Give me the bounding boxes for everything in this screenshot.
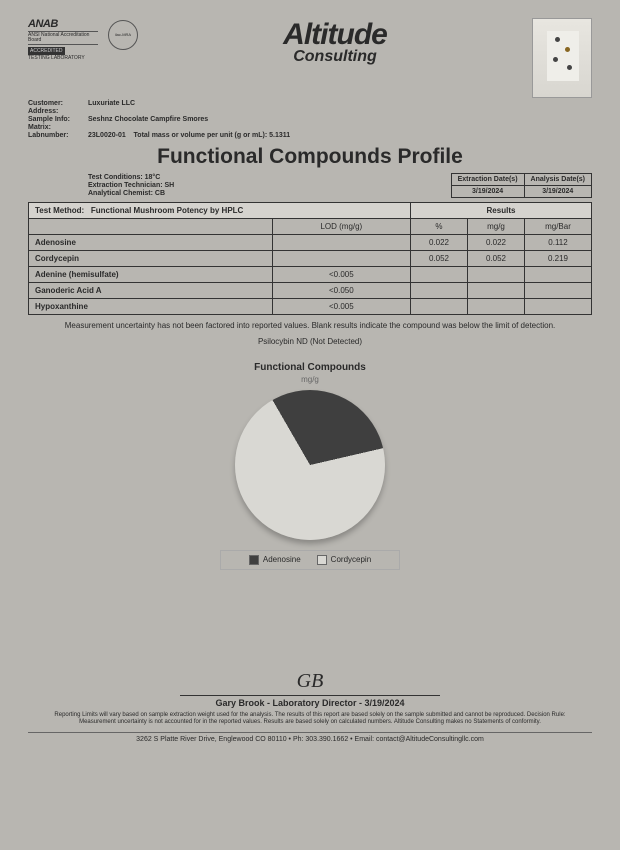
ana-date: 3/19/2024 (524, 186, 591, 198)
chart-legend: Adenosine Cordycepin (220, 550, 400, 570)
brand-title: Altitude (148, 18, 522, 52)
results-table: Test Method: Functional Mushroom Potency… (28, 202, 592, 315)
anab-testing: TESTING LABORATORY (28, 55, 98, 61)
anab-sub: ANSI National Accreditation Board (28, 31, 98, 45)
labnum-label: Labnumber: (28, 132, 88, 139)
anab-accredited: ACCREDITED (28, 47, 65, 55)
matrix-label: Matrix: (28, 124, 88, 131)
brand-sub: Consulting (148, 48, 522, 66)
conditions-row: Test Conditions: 18°C Extraction Technic… (28, 173, 592, 198)
table-row: Cordycepin0.0520.0520.219 (29, 251, 592, 267)
ilac-badge: ilac-MRA (108, 20, 138, 50)
labnum-value: 23L0020-01 (88, 132, 126, 139)
footer: 3262 S Platte River Drive, Englewood CO … (28, 732, 592, 743)
customer-label: Customer: (28, 100, 88, 107)
table-row: Adenosine0.0220.0220.112 (29, 235, 592, 251)
col-lod: LOD (mg/g) (272, 219, 410, 235)
legend-item: Adenosine (249, 555, 301, 565)
date-table: Extraction Date(s)Analysis Date(s) 3/19/… (451, 173, 592, 198)
anab-logo: ANAB (28, 18, 98, 30)
sample-thumbnail (532, 18, 592, 98)
uncertainty-note: Measurement uncertainty has not been fac… (28, 321, 592, 331)
chart-unit: mg/g (28, 375, 592, 384)
legend-item: Cordycepin (317, 555, 371, 565)
sample-label: Sample Info: (28, 116, 88, 123)
legend-label: Adenosine (263, 555, 301, 564)
chart-title: Functional Compounds (28, 362, 592, 373)
page-title: Functional Compounds Profile (28, 145, 592, 169)
mass-label: Total mass or volume per unit (g or mL):… (134, 132, 291, 139)
fine-print: Reporting Limits will vary based on samp… (28, 712, 592, 726)
pie-chart (235, 390, 385, 540)
signature-block: GB Gary Brook - Laboratory Director - 3/… (28, 670, 592, 708)
extraction-tech: Extraction Technician: SH (88, 182, 451, 189)
legend-swatch (317, 555, 327, 565)
address-label: Address: (28, 108, 88, 115)
header: ANAB ANSI National Accreditation Board A… (28, 18, 592, 98)
psilocybin-note: Psilocybin ND (Not Detected) (28, 337, 592, 347)
signature-scrawl: GB (28, 670, 592, 693)
pie-wrap (28, 390, 592, 540)
test-conditions: Test Conditions: 18°C (88, 174, 451, 181)
customer-value: Luxuriate LLC (88, 100, 135, 107)
table-row: Ganoderic Acid A<0.050 (29, 283, 592, 299)
col-mgg: mg/g (467, 219, 524, 235)
analytical-chemist: Analytical Chemist: CB (88, 190, 451, 197)
ext-date: 3/19/2024 (451, 186, 524, 198)
legend-label: Cordycepin (331, 555, 371, 564)
brand: Altitude Consulting (148, 18, 522, 66)
ext-date-header: Extraction Date(s) (451, 174, 524, 186)
sample-value: Seshnz Chocolate Campfire Smores (88, 116, 208, 123)
anab-logo-block: ANAB ANSI National Accreditation Board A… (28, 18, 98, 61)
metadata: Customer:Luxuriate LLC Address: Sample I… (28, 100, 592, 139)
ana-date-header: Analysis Date(s) (524, 174, 591, 186)
col-pct: % (410, 219, 467, 235)
table-row: Adenine (hemisulfate)<0.005 (29, 267, 592, 283)
method-cell: Test Method: Functional Mushroom Potency… (29, 203, 411, 219)
results-header: Results (410, 203, 591, 219)
legend-swatch (249, 555, 259, 565)
col-mgbar: mg/Bar (524, 219, 591, 235)
table-row: Hypoxanthine<0.005 (29, 299, 592, 315)
signature-name: Gary Brook - Laboratory Director - 3/19/… (28, 698, 592, 708)
